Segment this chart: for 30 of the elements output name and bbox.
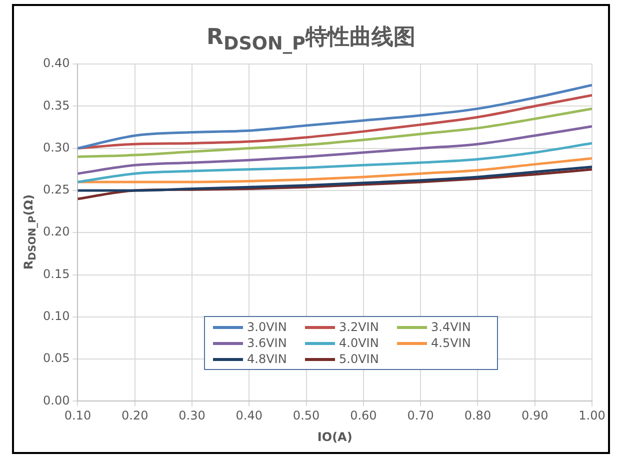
- y-tick-label: 0.30: [43, 140, 70, 154]
- y-tick-label: 0.10: [43, 309, 70, 324]
- x-tick-label: 0.20: [122, 408, 148, 423]
- x-tick-label: 0.10: [64, 408, 92, 423]
- legend-label: 4.0VIN: [339, 336, 379, 350]
- legend-label: 4.8VIN: [247, 352, 287, 366]
- y-tick-label: 0.20: [43, 224, 70, 239]
- legend-label: 3.4VIN: [431, 320, 471, 334]
- x-tick-label: 0.80: [464, 408, 492, 423]
- legend-label: 3.6VIN: [247, 336, 287, 350]
- x-tick-label: 0.90: [522, 408, 548, 423]
- legend-label: 4.5VIN: [431, 336, 471, 350]
- legend-label: 5.0VIN: [339, 352, 379, 366]
- y-tick-label: 0.40: [43, 56, 70, 70]
- chart-title: R$_{DSON_P}$特性曲线图: [206, 24, 416, 54]
- x-tick-label: 0.30: [178, 408, 206, 423]
- line-series: [78, 157, 592, 184]
- x-tick-label: 1.00: [578, 408, 606, 423]
- x-axis-title: IO(A): [317, 430, 352, 444]
- legend-label: 3.0VIN: [247, 320, 287, 334]
- y-tick-label: 0.35: [43, 98, 70, 112]
- legend-label: 3.2VIN: [339, 320, 379, 334]
- x-tick-label: 0.70: [407, 408, 434, 423]
- y-tick-label: 0.25: [43, 182, 70, 197]
- y-tick-label: 0.15: [43, 266, 70, 281]
- x-tick-label: 0.50: [292, 408, 320, 423]
- y-tick-label: 0.00: [43, 393, 70, 408]
- x-tick-label: 0.40: [236, 408, 263, 423]
- y-tick-label: 0.05: [43, 351, 70, 366]
- x-tick-label: 0.60: [350, 408, 377, 423]
